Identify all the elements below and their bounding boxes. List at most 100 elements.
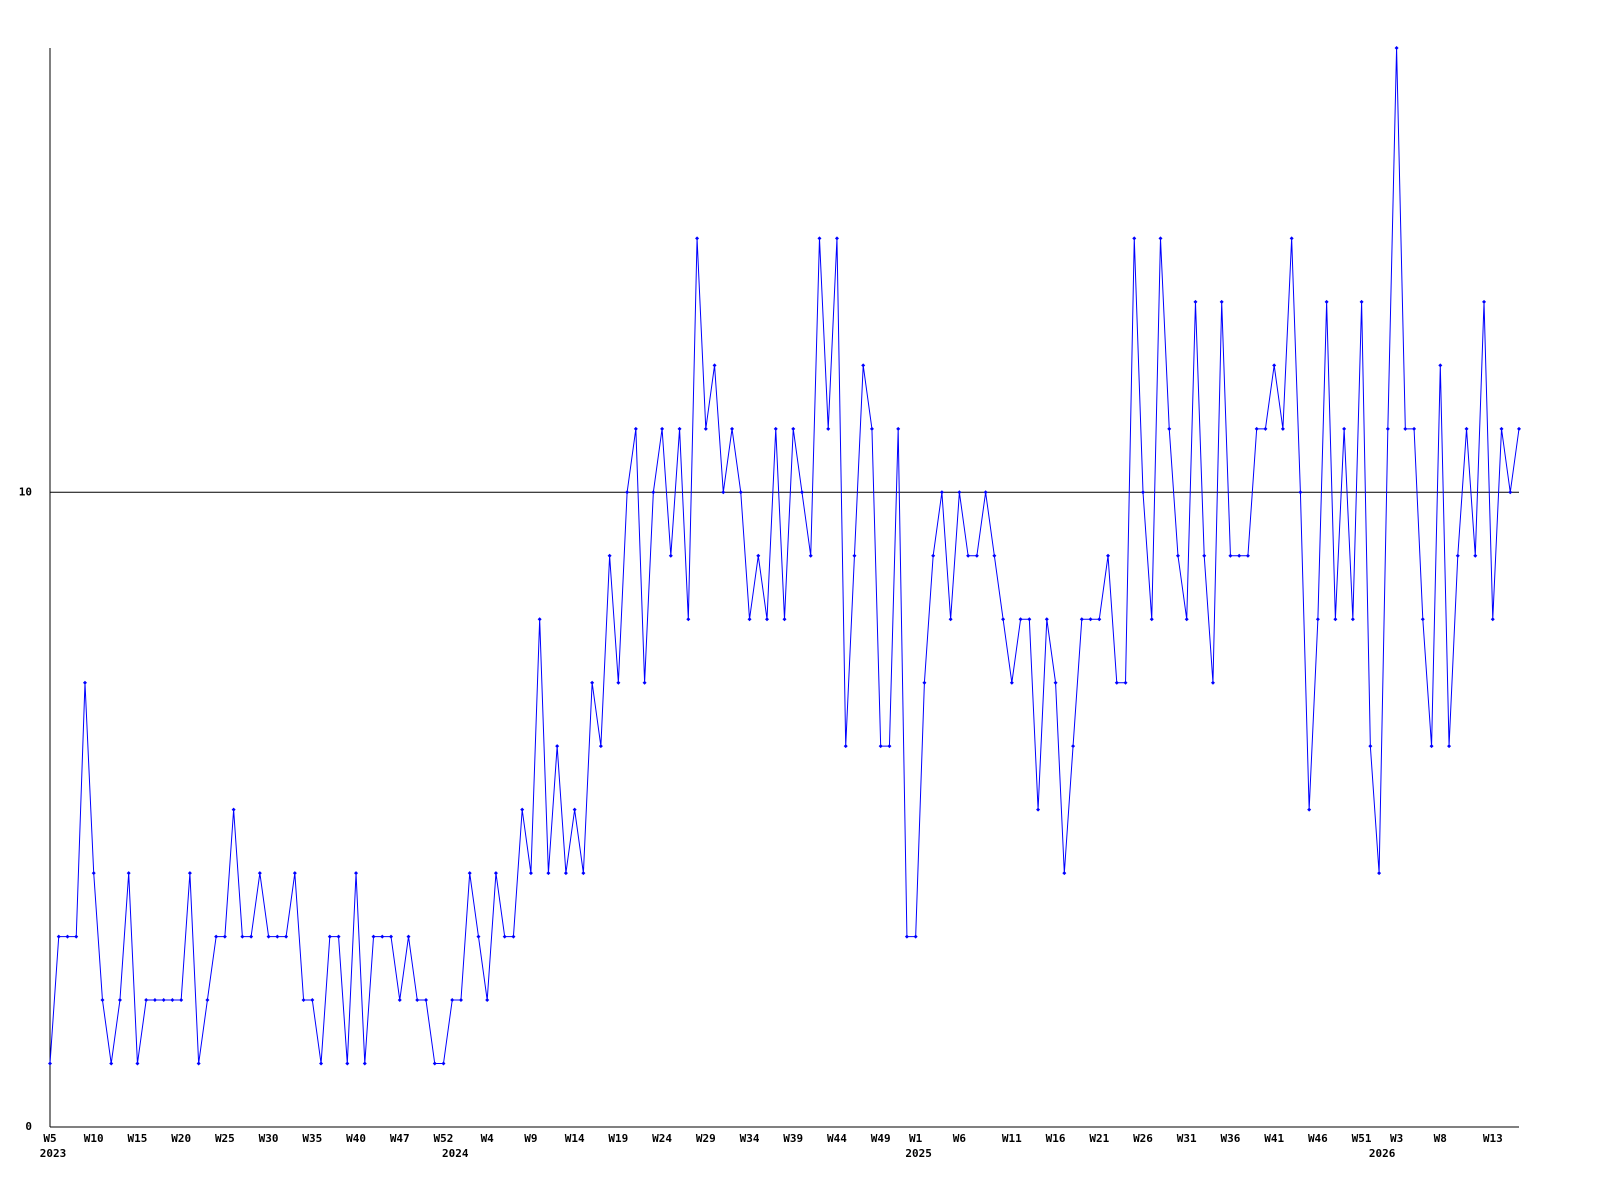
data-point [1272,363,1277,368]
data-point [284,934,289,939]
data-point [310,998,315,1003]
data-point [1403,426,1408,431]
x-tick-label: W46 [1308,1132,1328,1145]
data-point [738,490,743,495]
data-point [1036,807,1041,812]
data-point [292,871,297,876]
data-point [869,426,874,431]
x-tick-label: W13 [1483,1132,1503,1145]
data-point [843,744,848,749]
y-tick-label: 0 [25,1120,32,1133]
data-point [511,934,516,939]
data-point [528,871,533,876]
data-point [922,680,927,685]
data-point [1062,871,1067,876]
data-point [799,490,804,495]
data-point [791,426,796,431]
x-tick-label: W15 [128,1132,148,1145]
data-point [974,553,979,558]
data-point [1228,553,1233,558]
x-tick-label: W8 [1434,1132,1447,1145]
x-tick-label: W9 [524,1132,537,1145]
x-tick-label: W24 [652,1132,672,1145]
x-tick-label: W5 [43,1132,56,1145]
x-tick-label: W30 [259,1132,279,1145]
data-point [878,744,883,749]
x-tick-label: W11 [1002,1132,1022,1145]
data-point [415,998,420,1003]
data-point [712,363,717,368]
data-point [1219,299,1224,304]
data-point [371,934,376,939]
data-point [616,680,621,685]
x-tick-label: W1 [909,1132,923,1145]
data-point [1071,744,1076,749]
data-point [1289,236,1294,241]
data-point [1447,744,1452,749]
data-point [1132,236,1137,241]
data-point [966,553,971,558]
data-point [336,934,341,939]
data-point [817,236,822,241]
data-point [668,553,673,558]
data-point [74,934,79,939]
data-point [397,998,402,1003]
data-point [642,680,647,685]
data-point [48,1061,52,1066]
data-point [432,1061,437,1066]
data-point [493,871,498,876]
data-point [249,934,254,939]
data-line [49,47,1520,1065]
data-point [467,871,472,876]
data-point [389,934,394,939]
data-point [117,998,122,1003]
data-point [266,934,271,939]
data-point [896,426,901,431]
data-point [406,934,411,939]
data-point [1490,617,1495,622]
x-tick-label: W16 [1046,1132,1066,1145]
x-tick-label: W4 [481,1132,495,1145]
data-point [1315,617,1320,622]
data-point [1324,299,1329,304]
data-point [380,934,385,939]
data-point [782,617,787,622]
data-point [65,934,70,939]
data-point [607,553,612,558]
data-point [196,1061,201,1066]
data-point [1385,426,1390,431]
data-point [1429,744,1434,749]
data-point [983,490,988,495]
data-point [1298,490,1303,495]
data-point [109,1061,114,1066]
data-point [214,934,219,939]
x-tick-label: W49 [871,1132,891,1145]
data-point [1088,617,1093,622]
x-tick-label: W51 [1352,1132,1372,1145]
data-point [450,998,455,1003]
data-point [82,680,87,685]
data-point [1473,553,1478,558]
x-tick-label: W14 [565,1132,585,1145]
data-point [826,426,831,431]
data-point [1359,299,1364,304]
data-point [502,934,507,939]
data-point [1053,680,1058,685]
data-point [834,236,839,241]
data-point [144,998,149,1003]
data-point [1394,46,1399,50]
x-year-label: 2025 [905,1147,932,1160]
x-tick-label: W31 [1177,1132,1197,1145]
data-point [1350,617,1355,622]
data-point [354,871,359,876]
data-point [1175,553,1180,558]
data-point [1254,426,1259,431]
data-point [187,871,192,876]
data-point [852,553,857,558]
data-point [1420,617,1425,622]
data-point [1001,617,1006,622]
data-point [913,934,918,939]
data-point [458,998,463,1003]
data-point [100,998,105,1003]
data-point [546,871,551,876]
